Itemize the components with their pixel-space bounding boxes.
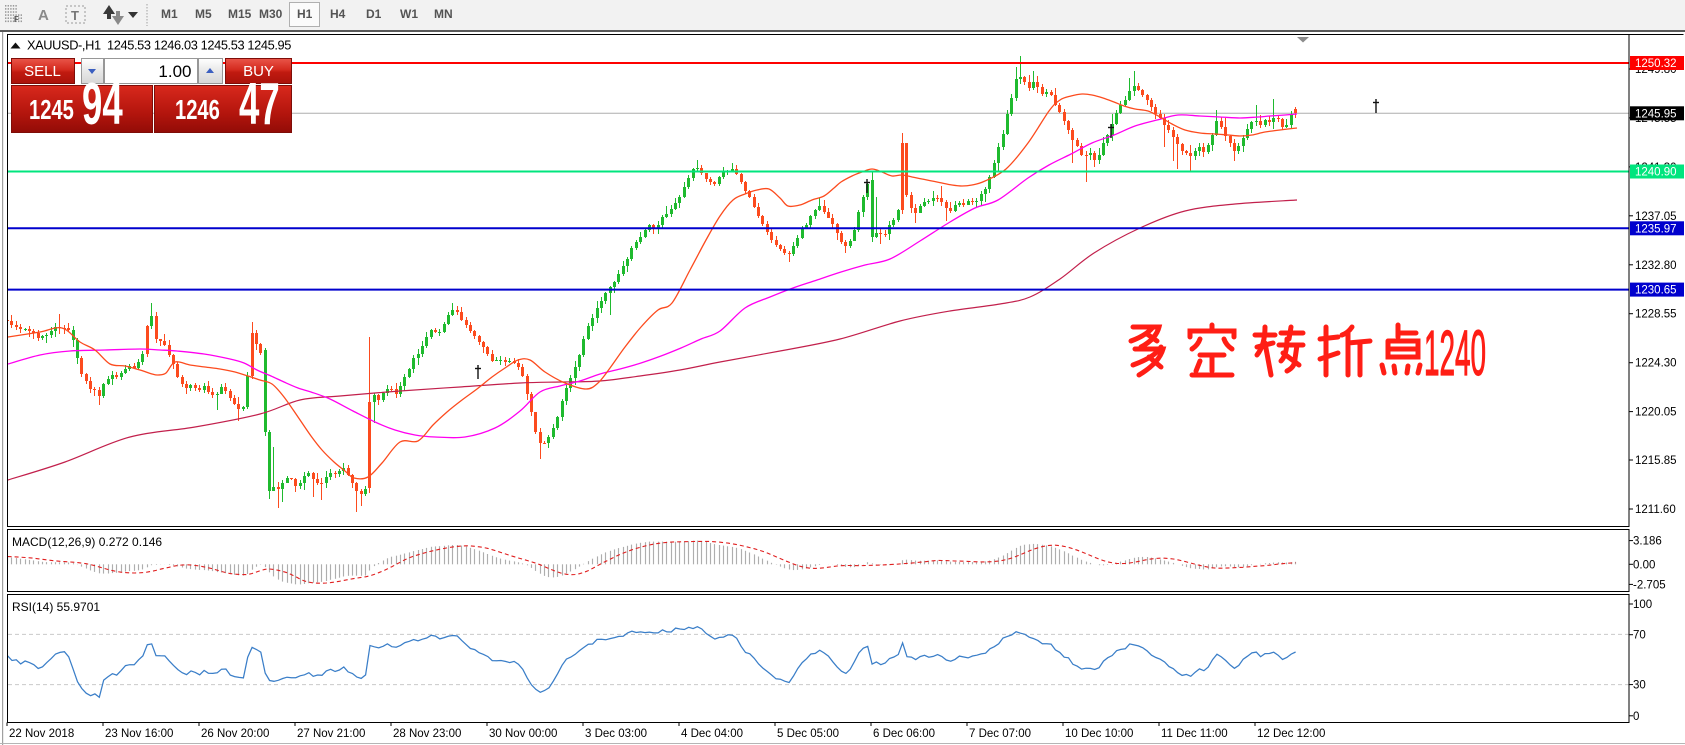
svg-text:1215.85: 1215.85 xyxy=(1635,455,1677,467)
svg-text:6 Dec 06:00: 6 Dec 06:00 xyxy=(873,728,935,740)
svg-text:3.186: 3.186 xyxy=(1633,536,1662,548)
svg-text:0: 0 xyxy=(1633,711,1639,723)
svg-text:23 Nov 16:00: 23 Nov 16:00 xyxy=(105,728,173,740)
svg-text:11 Dec 11:00: 11 Dec 11:00 xyxy=(1161,728,1228,740)
svg-text:1211.60: 1211.60 xyxy=(1635,504,1676,516)
svg-text:70: 70 xyxy=(1633,630,1646,642)
svg-text:26 Nov 20:00: 26 Nov 20:00 xyxy=(201,728,269,740)
svg-text:A: A xyxy=(38,7,49,24)
svg-text:1237.05: 1237.05 xyxy=(1635,211,1677,223)
svg-text:27 Nov 21:00: 27 Nov 21:00 xyxy=(297,728,365,740)
svg-text:RSI(14) 55.9701: RSI(14) 55.9701 xyxy=(12,600,100,614)
svg-text:3 Dec 03:00: 3 Dec 03:00 xyxy=(585,728,647,740)
svg-text:MACD(12,26,9) 0.272 0.146: MACD(12,26,9) 0.272 0.146 xyxy=(12,535,162,549)
svg-text:T: T xyxy=(71,8,79,23)
svg-text:1245.95: 1245.95 xyxy=(1635,108,1677,120)
svg-text:1232.80: 1232.80 xyxy=(1635,260,1677,272)
svg-text:22 Nov 2018: 22 Nov 2018 xyxy=(9,728,74,740)
svg-text:4 Dec 04:00: 4 Dec 04:00 xyxy=(681,728,743,740)
svg-text:1240: 1240 xyxy=(1424,317,1486,389)
svg-text:1240.90: 1240.90 xyxy=(1635,167,1677,179)
svg-text:1235.97: 1235.97 xyxy=(1635,223,1677,235)
svg-text:1220.05: 1220.05 xyxy=(1635,407,1677,419)
svg-text:28 Nov 23:00: 28 Nov 23:00 xyxy=(393,728,461,740)
svg-text:XAUUSD-,H1 1245.53 1246.03 12: XAUUSD-,H1 1245.53 1246.03 1245.53 1245.… xyxy=(27,38,291,53)
svg-text:F: F xyxy=(14,15,19,24)
svg-text:1230.65: 1230.65 xyxy=(1635,285,1677,297)
svg-text:1250.32: 1250.32 xyxy=(1635,58,1677,70)
svg-text:100: 100 xyxy=(1633,599,1652,611)
svg-text:5 Dec 05:00: 5 Dec 05:00 xyxy=(777,728,839,740)
svg-text:12 Dec 12:00: 12 Dec 12:00 xyxy=(1257,728,1325,740)
svg-text:10 Dec 10:00: 10 Dec 10:00 xyxy=(1065,728,1133,740)
svg-text:7 Dec 07:00: 7 Dec 07:00 xyxy=(969,728,1031,740)
svg-text:30: 30 xyxy=(1633,680,1646,692)
svg-text:-2.705: -2.705 xyxy=(1633,579,1666,591)
svg-text:1228.55: 1228.55 xyxy=(1635,309,1677,321)
svg-text:0.00: 0.00 xyxy=(1633,559,1655,571)
svg-text:1224.30: 1224.30 xyxy=(1635,358,1677,370)
svg-text:30 Nov 00:00: 30 Nov 00:00 xyxy=(489,728,557,740)
